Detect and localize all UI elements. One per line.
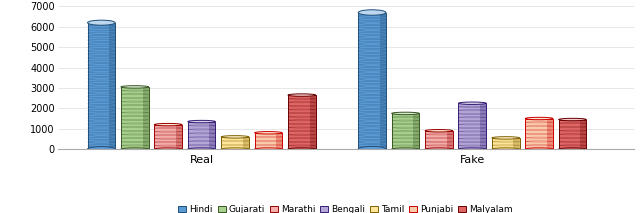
Ellipse shape <box>188 120 216 123</box>
Bar <box>109 23 115 149</box>
Ellipse shape <box>525 148 553 150</box>
Bar <box>310 95 316 149</box>
Ellipse shape <box>88 20 115 25</box>
Bar <box>413 113 419 149</box>
Legend: Hindi, Gujarati, Marathi, Bengali, Tamil, Punjabi, Malyalam: Hindi, Gujarati, Marathi, Bengali, Tamil… <box>177 203 515 213</box>
Ellipse shape <box>525 117 553 120</box>
Bar <box>480 103 486 149</box>
Ellipse shape <box>492 148 520 150</box>
Ellipse shape <box>221 148 249 150</box>
Ellipse shape <box>154 148 182 150</box>
Bar <box>276 133 282 149</box>
Bar <box>458 103 486 149</box>
Ellipse shape <box>358 146 386 152</box>
Ellipse shape <box>188 148 216 150</box>
Ellipse shape <box>358 10 386 15</box>
Bar <box>547 118 553 149</box>
Bar <box>154 125 182 149</box>
Ellipse shape <box>221 136 249 138</box>
Ellipse shape <box>559 148 586 150</box>
Bar <box>121 87 148 149</box>
Bar <box>188 122 216 149</box>
Ellipse shape <box>255 132 282 134</box>
Bar <box>447 131 452 149</box>
Bar <box>392 113 419 149</box>
Ellipse shape <box>255 148 282 150</box>
Bar <box>243 137 249 149</box>
Ellipse shape <box>288 148 316 150</box>
Ellipse shape <box>492 137 520 139</box>
Bar <box>559 119 586 149</box>
Bar <box>425 131 452 149</box>
Bar <box>255 133 282 149</box>
Ellipse shape <box>88 147 115 152</box>
Bar <box>358 13 386 149</box>
Bar <box>143 87 148 149</box>
Ellipse shape <box>121 148 148 150</box>
Ellipse shape <box>121 86 148 88</box>
Bar <box>380 13 386 149</box>
Bar <box>580 119 586 149</box>
Bar <box>492 138 520 149</box>
Bar <box>209 122 216 149</box>
Ellipse shape <box>392 112 419 115</box>
Ellipse shape <box>392 148 419 150</box>
Ellipse shape <box>559 118 586 121</box>
Ellipse shape <box>425 148 452 150</box>
Ellipse shape <box>458 148 486 150</box>
Bar <box>288 95 316 149</box>
Bar <box>88 23 115 149</box>
Bar <box>525 118 553 149</box>
Ellipse shape <box>458 102 486 104</box>
Bar <box>513 138 520 149</box>
Bar <box>221 137 249 149</box>
Bar <box>176 125 182 149</box>
Ellipse shape <box>154 123 182 126</box>
Ellipse shape <box>288 94 316 96</box>
Ellipse shape <box>425 130 452 132</box>
